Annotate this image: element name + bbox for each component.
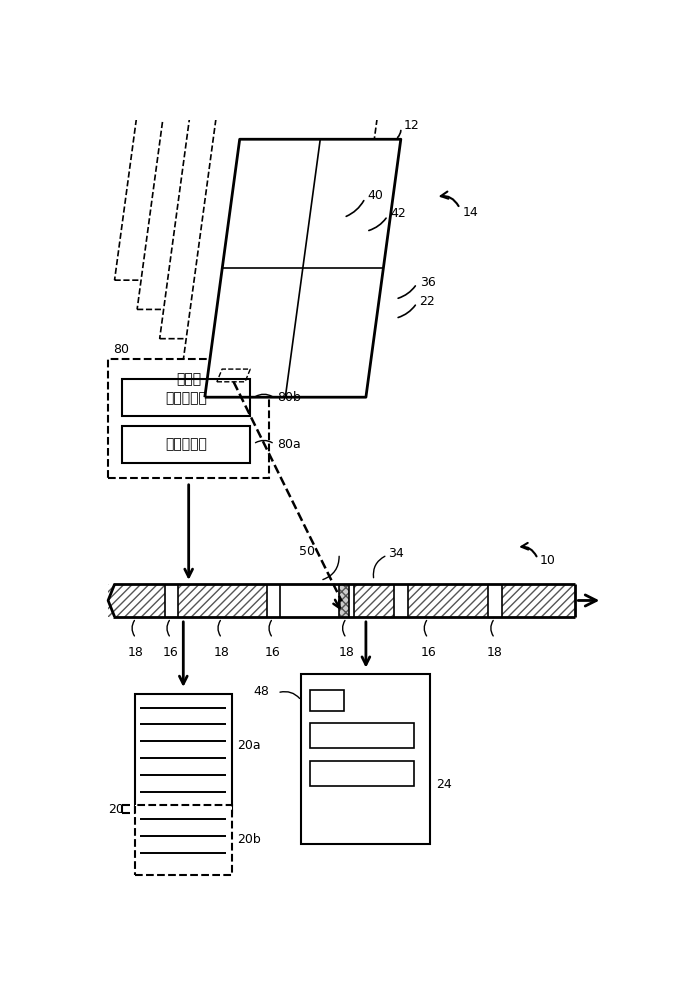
Text: 40: 40	[368, 189, 384, 202]
Text: 20a: 20a	[237, 739, 261, 752]
Polygon shape	[205, 139, 401, 397]
Bar	[121, 426, 250, 463]
Text: 18: 18	[487, 646, 502, 659]
Text: 18: 18	[128, 646, 144, 659]
Text: 80: 80	[114, 343, 130, 356]
Bar	[301, 674, 430, 844]
Bar	[310, 690, 344, 711]
Bar	[178, 584, 267, 617]
Text: 34: 34	[389, 547, 404, 560]
Text: 80b: 80b	[277, 391, 301, 404]
Text: 42: 42	[390, 207, 406, 220]
Text: 18: 18	[214, 646, 230, 659]
Bar	[310, 723, 414, 748]
Bar	[407, 584, 489, 617]
Text: 20: 20	[108, 803, 124, 816]
Bar	[135, 694, 231, 813]
Text: 14: 14	[463, 206, 478, 219]
Text: 16: 16	[265, 646, 281, 659]
Text: 80a: 80a	[277, 438, 301, 451]
Text: 参数设定器: 参数设定器	[165, 437, 207, 451]
Bar	[164, 584, 178, 617]
Bar	[280, 584, 339, 617]
Text: 36: 36	[420, 276, 435, 289]
Text: 码处理核心: 码处理核心	[165, 391, 207, 405]
Bar	[502, 584, 575, 617]
Bar	[339, 584, 349, 617]
Text: 16: 16	[421, 646, 436, 659]
Bar	[135, 805, 231, 875]
Bar	[394, 584, 407, 617]
Text: 编码器: 编码器	[176, 373, 201, 387]
Text: 48: 48	[254, 685, 269, 698]
Bar	[354, 584, 394, 617]
Text: 16: 16	[163, 646, 179, 659]
Text: 50: 50	[299, 545, 315, 558]
Text: 22: 22	[420, 295, 435, 308]
Bar	[121, 379, 250, 416]
Bar	[267, 584, 280, 617]
Text: 24: 24	[436, 778, 451, 791]
Bar	[349, 584, 354, 617]
Bar	[108, 359, 269, 478]
Polygon shape	[182, 110, 378, 368]
Text: 10: 10	[539, 554, 555, 567]
Bar	[489, 584, 502, 617]
Polygon shape	[137, 51, 333, 309]
Bar	[108, 584, 164, 617]
Polygon shape	[114, 22, 310, 280]
Polygon shape	[159, 81, 356, 339]
Text: 12: 12	[403, 119, 419, 132]
Text: 18: 18	[339, 646, 355, 659]
Bar	[310, 761, 414, 786]
Text: 20b: 20b	[237, 833, 261, 846]
